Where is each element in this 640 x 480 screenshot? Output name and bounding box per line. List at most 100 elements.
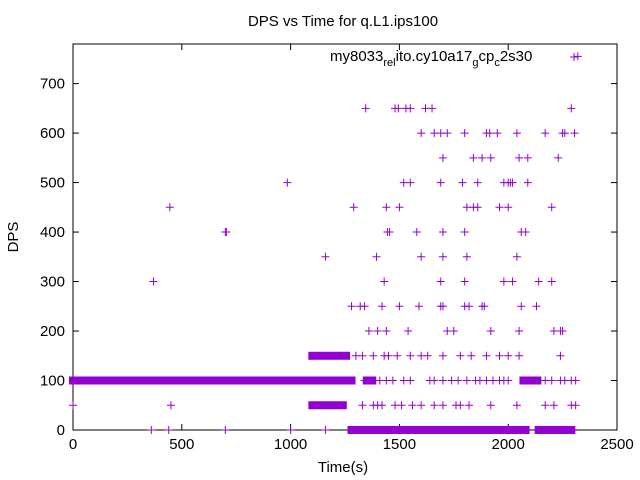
data-point [395, 302, 404, 311]
data-point [428, 104, 437, 113]
data-point [449, 327, 458, 336]
x-tick-label: 0 [69, 436, 77, 453]
legend-marker [570, 53, 578, 61]
legend-label: my8033relito.cy10a17gcpc2s30 [330, 48, 532, 69]
data-point [406, 178, 415, 187]
data-point [547, 203, 556, 212]
data-point [377, 401, 386, 410]
data-point [521, 228, 530, 237]
data-point [469, 203, 478, 212]
y-axis: 0 100 200 300 400 500 600 700 [40, 76, 617, 439]
data-point [417, 252, 426, 261]
y-axis-label: DPS [5, 222, 22, 253]
data-point [347, 302, 356, 311]
data-point [438, 401, 447, 410]
data-point [571, 401, 580, 410]
data-point [165, 203, 174, 212]
x-tick-label: 2000 [492, 436, 525, 453]
data-point [480, 302, 489, 311]
data-point [465, 302, 474, 311]
data-point [485, 129, 494, 138]
data-point [221, 426, 230, 434]
data-point [222, 228, 231, 237]
data-point [361, 104, 370, 113]
data-point-run [347, 426, 367, 434]
data-point [504, 351, 513, 360]
data-point [495, 203, 504, 212]
data-point [166, 401, 175, 410]
data-point [394, 104, 403, 113]
data-point [541, 129, 550, 138]
data-point [395, 203, 404, 212]
data-point [380, 277, 389, 286]
data-point [438, 228, 447, 237]
data-point [512, 401, 521, 410]
data-point [436, 178, 445, 187]
data-point [382, 327, 391, 336]
y-tick-label: 0 [57, 422, 65, 439]
plot-frame [72, 43, 618, 431]
data-point [515, 153, 524, 162]
data-point [373, 327, 382, 336]
data-point [512, 129, 521, 138]
data-point [149, 277, 158, 286]
data-point [349, 203, 358, 212]
data-point [486, 327, 495, 336]
data-point [499, 277, 508, 286]
data-point [465, 401, 474, 410]
data-point [438, 153, 447, 162]
data-point [369, 351, 378, 360]
data-point [486, 153, 495, 162]
legend: my8033relito.cy10a17gcpc2s30 [330, 48, 578, 69]
data-point [358, 351, 367, 360]
legend-part-sub: rel [383, 57, 395, 69]
y-tick-label: 600 [40, 125, 65, 142]
data-point [493, 129, 502, 138]
data-point [384, 351, 393, 360]
data-point [443, 129, 452, 138]
data-point [508, 277, 517, 286]
data-point [534, 277, 543, 286]
data-point [372, 252, 381, 261]
data-point [406, 351, 415, 360]
data-point [430, 376, 439, 385]
data-point [462, 252, 471, 261]
data-point [460, 277, 469, 286]
data-point [495, 351, 504, 360]
data-point [456, 401, 465, 410]
data-point [469, 153, 478, 162]
data-points [69, 52, 582, 434]
data-point [360, 302, 369, 311]
data-point [523, 153, 532, 162]
data-point [473, 178, 482, 187]
data-point [423, 351, 432, 360]
legend-part: ito.cy10a17 [396, 48, 473, 65]
data-point [554, 153, 563, 162]
x-axis-label: Time(s) [318, 459, 368, 476]
data-point [456, 351, 465, 360]
data-point [458, 178, 467, 187]
chart-title: DPS vs Time for q.L1.ips100 [248, 13, 438, 30]
data-point [515, 351, 524, 360]
data-point [147, 426, 156, 434]
data-point [570, 129, 579, 138]
data-point [438, 252, 447, 261]
data-point [406, 376, 415, 385]
data-point [164, 426, 173, 434]
data-point [69, 401, 77, 410]
data-point [523, 178, 532, 187]
data-point [460, 228, 469, 237]
x-tick-label: 2500 [600, 436, 633, 453]
data-point-run [519, 376, 541, 385]
data-point [436, 277, 445, 286]
data-point [438, 302, 447, 311]
data-point [462, 376, 471, 385]
data-point [478, 153, 487, 162]
y-tick-label: 400 [40, 224, 65, 241]
data-point [508, 178, 517, 187]
x-axis: 0 500 1000 1500 2000 2500 [69, 44, 634, 453]
y-tick-label: 100 [40, 373, 65, 390]
data-point-run [308, 401, 347, 410]
plot-border [72, 43, 618, 431]
data-point [532, 302, 541, 311]
